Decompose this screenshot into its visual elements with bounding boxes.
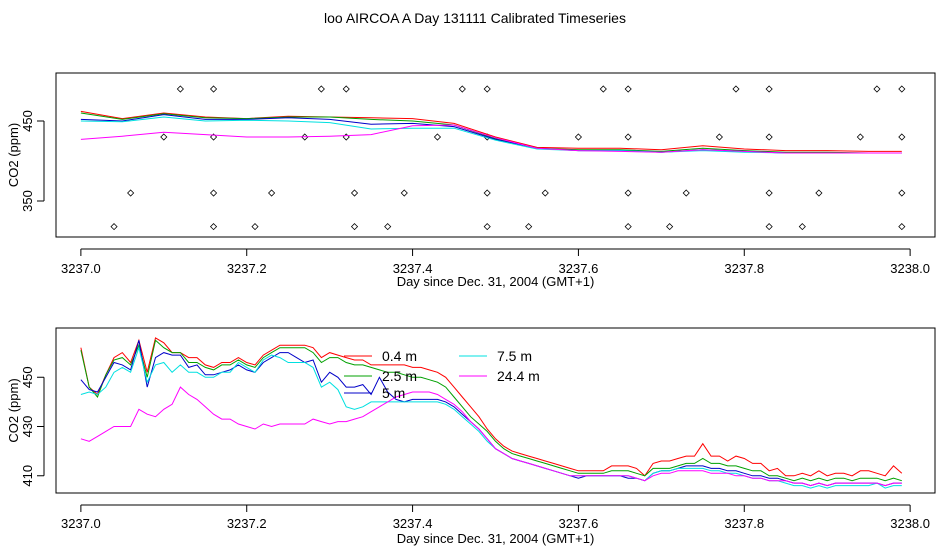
legend-label: 24.4 m (497, 368, 540, 384)
flag-point (765, 85, 773, 93)
legend-label: 7.5 m (497, 348, 532, 364)
flag-point (268, 189, 276, 197)
flag-point (483, 189, 491, 197)
y-tick-label: 450 (20, 366, 35, 388)
x-tick-label: 3238.0 (890, 516, 930, 531)
flag-point (898, 85, 906, 93)
flag-point (682, 189, 690, 197)
flag-point (342, 133, 350, 141)
flag-point (815, 189, 823, 197)
legend: 0.4 m 2.5 m5 m 7.5 m 24.4 m (344, 348, 540, 401)
flag-point (624, 85, 632, 93)
flag-point (666, 223, 674, 231)
x-tick-label: 3237.4 (393, 516, 433, 531)
x-tick-label: 3237.8 (724, 516, 764, 531)
flag-point (160, 133, 168, 141)
flag-point (599, 85, 607, 93)
x-tick-label: 3237.8 (724, 261, 764, 276)
series-line-4 (80, 345, 902, 489)
y-tick-label: 430 (20, 416, 35, 438)
flag-point (765, 223, 773, 231)
flag-point (433, 133, 442, 141)
series-line-5 (80, 386, 902, 487)
flag-point (898, 189, 906, 197)
x-tick-label: 3237.2 (227, 261, 267, 276)
flag-point (624, 133, 632, 141)
panel-2: 3237.0 3237.2 3237.4 3237.6 3237.8 3238.0 410 4… (6, 327, 936, 546)
flag-point (176, 85, 184, 93)
flag-point (541, 189, 549, 197)
y-tick-label: 450 (20, 110, 35, 132)
flag-point (765, 133, 773, 141)
flag-point (856, 133, 864, 141)
x-tick-label: 3238.0 (890, 261, 930, 276)
y-tick-label: 410 (20, 465, 35, 487)
flag-point (110, 223, 118, 231)
flag-point (317, 85, 325, 93)
flag-point (765, 189, 773, 197)
flag-point (209, 189, 218, 197)
series-line-3 (80, 340, 902, 487)
flag-point (732, 85, 740, 93)
legend-label: 2.5 m (382, 368, 417, 384)
flag-point (715, 133, 723, 141)
flag-point (209, 85, 218, 93)
flag-point (624, 223, 632, 231)
flag-point (624, 189, 632, 197)
flag-point (483, 85, 491, 93)
flag-point (209, 223, 218, 231)
plot-frame (55, 72, 936, 238)
flag-point (350, 223, 359, 231)
x-tick-label: 3237.0 (61, 516, 101, 531)
panel-1: 3237.0 3237.2 3237.4 3237.6 3237.8 3238.0 350 4… (6, 72, 936, 289)
y-axis-label: CO2 (ppm) (6, 378, 21, 442)
legend-label: 5 m (382, 385, 405, 401)
x-tick-label: 3237.0 (61, 261, 101, 276)
series-line-5 (80, 124, 902, 154)
flag-point (483, 223, 491, 231)
flag-point (525, 223, 533, 231)
x-tick-label: 3237.6 (559, 516, 599, 531)
flag-point (458, 85, 466, 93)
flag-point (342, 85, 350, 93)
flag-point (574, 133, 582, 141)
series-line-1 (80, 110, 902, 152)
y-axis-label: CO2 (ppm) (6, 123, 21, 187)
flag-point (898, 223, 906, 231)
series-line-1 (80, 337, 903, 477)
series-line-2 (80, 339, 902, 482)
x-axis-label: Day since Dec. 31, 2004 (GMT+1) (397, 274, 595, 289)
flag-point (384, 223, 392, 231)
flag-point (873, 85, 881, 93)
flag-point (209, 133, 218, 141)
x-axis-label: Day since Dec. 31, 2004 (GMT+1) (397, 531, 595, 546)
x-tick-label: 3237.6 (559, 261, 599, 276)
legend-label: 0.4 m (382, 348, 417, 364)
y-tick-label: 350 (20, 190, 35, 212)
flag-point (400, 189, 408, 197)
flag-point (350, 189, 359, 197)
flag-point (798, 223, 806, 231)
flag-point (127, 189, 135, 197)
main-title: loo AIRCOA A Day 131111 Calibrated Times… (324, 10, 626, 26)
series-line-2 (80, 112, 902, 154)
x-tick-label: 3237.4 (393, 261, 433, 276)
series-line-3 (80, 114, 902, 154)
plot-frame (55, 327, 936, 494)
flag-point (898, 133, 906, 141)
x-tick-label: 3237.2 (227, 516, 267, 531)
flag-point (251, 223, 259, 231)
